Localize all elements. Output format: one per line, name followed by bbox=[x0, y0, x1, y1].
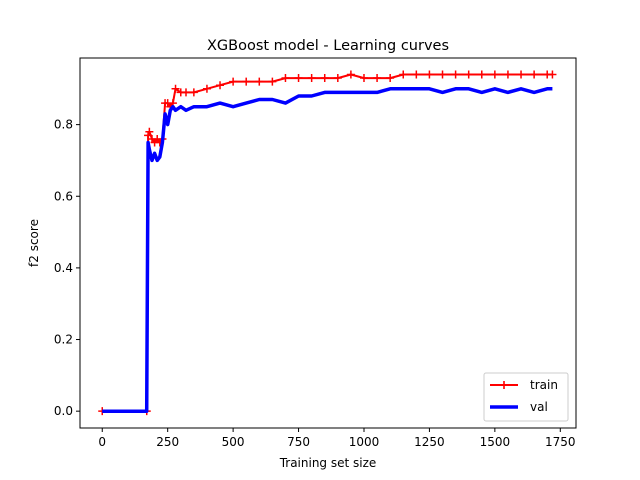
y-tick-label: 0.6 bbox=[54, 189, 73, 203]
x-tick-label: 1500 bbox=[480, 435, 511, 449]
data-point-train bbox=[216, 81, 225, 90]
data-point-train bbox=[171, 84, 180, 93]
series-line-val bbox=[102, 87, 553, 413]
plot-area bbox=[98, 70, 557, 416]
legend-label-train: train bbox=[530, 378, 558, 392]
legend-entry-val: val bbox=[490, 400, 548, 414]
y-axis-label: f2 score bbox=[27, 219, 41, 267]
data-point-train bbox=[255, 77, 264, 86]
data-point-train bbox=[359, 74, 368, 83]
data-point-train bbox=[503, 70, 512, 79]
data-point-train bbox=[386, 74, 395, 83]
x-tick-label: 1000 bbox=[349, 435, 380, 449]
axes-frame bbox=[79, 57, 577, 429]
data-point-train bbox=[412, 70, 421, 79]
data-point-train bbox=[373, 74, 382, 83]
data-point-train bbox=[320, 74, 329, 83]
data-point-train bbox=[530, 70, 539, 79]
x-tick-label: 1750 bbox=[545, 435, 576, 449]
data-point-train bbox=[145, 127, 154, 136]
data-point-train bbox=[281, 74, 290, 83]
data-point-train bbox=[438, 70, 447, 79]
x-tick-label: 1250 bbox=[414, 435, 445, 449]
data-point-train bbox=[477, 70, 486, 79]
data-point-train bbox=[464, 70, 473, 79]
legend-label-val: val bbox=[530, 400, 548, 414]
data-point-train bbox=[242, 77, 251, 86]
x-tick-label: 0 bbox=[98, 435, 106, 449]
data-point-train bbox=[490, 70, 499, 79]
chart-title: XGBoost model - Learning curves bbox=[207, 38, 449, 54]
data-point-train bbox=[268, 77, 277, 86]
y-tick-label: 0.8 bbox=[54, 118, 73, 132]
x-axis-label: Training set size bbox=[279, 456, 377, 470]
legend-marker-train bbox=[500, 381, 508, 389]
data-point-train bbox=[548, 70, 557, 79]
data-point-train bbox=[229, 77, 238, 86]
data-point-train bbox=[294, 74, 303, 83]
y-tick-label: 0.4 bbox=[54, 261, 73, 275]
y-axis: 0.0 0.2 0.4 0.6 0.8 bbox=[54, 118, 80, 418]
y-tick-label: 0.0 bbox=[54, 404, 73, 418]
x-tick-label: 750 bbox=[287, 435, 310, 449]
data-point-train bbox=[399, 70, 408, 79]
data-point-train bbox=[333, 74, 342, 83]
y-tick-label: 0.2 bbox=[54, 333, 73, 347]
data-point-train bbox=[307, 74, 316, 83]
data-point-train bbox=[517, 70, 526, 79]
data-point-train bbox=[425, 70, 434, 79]
data-point-train bbox=[346, 70, 355, 79]
x-tick-label: 500 bbox=[222, 435, 245, 449]
data-point-train bbox=[189, 88, 198, 97]
x-axis: 0 250 500 750 1000 1250 1500 1750 bbox=[98, 428, 576, 449]
data-point-train bbox=[202, 84, 211, 93]
legend-entry-train: train bbox=[490, 378, 558, 392]
legend: train val bbox=[483, 372, 569, 422]
x-tick-label: 250 bbox=[156, 435, 179, 449]
data-point-train bbox=[182, 88, 191, 97]
data-point-train bbox=[451, 70, 460, 79]
data-point-train bbox=[144, 131, 153, 140]
